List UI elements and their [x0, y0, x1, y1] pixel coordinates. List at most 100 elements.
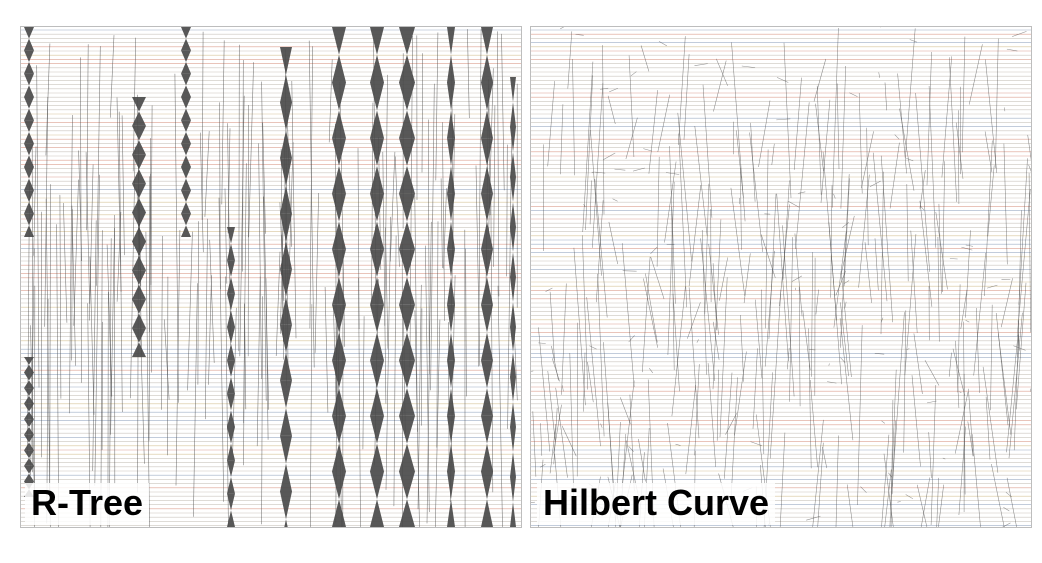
crossing-band [181, 167, 191, 179]
crossing-band [510, 302, 516, 327]
crossing-band [370, 165, 384, 194]
texture-line [63, 202, 68, 323]
texture-line [813, 58, 827, 102]
texture-line [602, 45, 605, 215]
texture-line [161, 235, 163, 410]
crossing-band [24, 190, 34, 202]
texture-line [621, 243, 635, 387]
crossing-band [24, 108, 34, 121]
crossing-band [132, 198, 146, 213]
texture-line [628, 446, 634, 452]
crossing-band [481, 165, 493, 194]
crossing-band [24, 62, 34, 74]
texture-line [539, 463, 546, 468]
texture-line [949, 57, 957, 202]
crossing-band [24, 419, 34, 427]
texture-line [997, 333, 1012, 435]
texture-line [820, 99, 831, 203]
texture-line [280, 221, 284, 334]
texture-line [949, 258, 958, 260]
crossing-band [370, 360, 384, 389]
texture-line [425, 245, 430, 513]
texture-line [864, 242, 872, 303]
texture-line [961, 246, 973, 251]
texture-line [995, 312, 1009, 426]
texture-line [497, 31, 500, 297]
texture-line [1016, 282, 1027, 410]
texture-line [724, 372, 733, 479]
crossing-band [132, 313, 146, 329]
crossing-band [24, 27, 34, 39]
texture-line [942, 161, 945, 293]
texture-line [263, 196, 269, 410]
texture-line [736, 130, 744, 198]
texture-line [768, 193, 777, 340]
crossing-band [447, 110, 455, 139]
crossing-band [481, 27, 493, 55]
texture-line [390, 151, 396, 262]
texture-line [561, 425, 577, 457]
texture-line [553, 407, 558, 465]
texture-line [582, 61, 594, 232]
texture-line [603, 152, 616, 160]
crossing-band [510, 77, 516, 102]
crossing-band [332, 82, 346, 111]
crossing-band [24, 465, 34, 474]
crossing-band [370, 471, 384, 500]
crossing-band [24, 434, 34, 443]
crossing-band [181, 120, 191, 132]
texture-line [905, 28, 916, 159]
texture-line [894, 134, 900, 140]
texture-line [959, 391, 962, 394]
texture-line [1000, 278, 1013, 328]
texture-line [840, 302, 849, 377]
texture-line [941, 56, 952, 178]
texture-line [904, 234, 917, 376]
texture-line [919, 205, 925, 211]
crossing-band [280, 491, 292, 520]
texture-line [553, 404, 562, 454]
texture-line [704, 183, 710, 315]
texture-line [609, 87, 618, 93]
texture-line [861, 131, 874, 189]
texture-line [836, 83, 840, 170]
crossing-band [447, 193, 455, 222]
crossing-band [370, 304, 384, 333]
texture-line [640, 45, 650, 72]
crossing-band [132, 183, 146, 199]
crossing-band [481, 360, 493, 389]
texture-line [952, 348, 965, 396]
crossing-band [132, 154, 146, 170]
crossing-band [481, 332, 493, 361]
crossing-band [132, 284, 146, 300]
texture-line [880, 171, 884, 335]
texture-line [1012, 31, 1027, 37]
texture-line [764, 250, 775, 367]
texture-line [632, 167, 645, 172]
texture-line [145, 231, 150, 527]
texture-line [238, 44, 240, 352]
texture-line [547, 81, 555, 167]
texture-line [794, 233, 803, 317]
texture-line [881, 420, 885, 424]
texture-line [905, 494, 914, 500]
texture-line [890, 399, 894, 527]
texture-line [622, 270, 637, 272]
texture-line [357, 148, 360, 330]
texture-line [930, 384, 937, 526]
crossing-band [24, 132, 34, 144]
texture-line [567, 31, 573, 89]
crossing-band [132, 140, 146, 155]
crossing-band [481, 249, 493, 277]
texture-line [506, 144, 508, 277]
texture-line [1016, 189, 1031, 337]
texture-line [650, 246, 658, 254]
crossing-band [510, 127, 516, 152]
crossing-band [510, 202, 516, 227]
texture-line [421, 53, 424, 173]
texture-line [840, 357, 846, 363]
crossing-band [132, 342, 146, 357]
texture-line [991, 463, 1005, 527]
texture-line [549, 291, 555, 361]
texture-line [638, 438, 646, 482]
